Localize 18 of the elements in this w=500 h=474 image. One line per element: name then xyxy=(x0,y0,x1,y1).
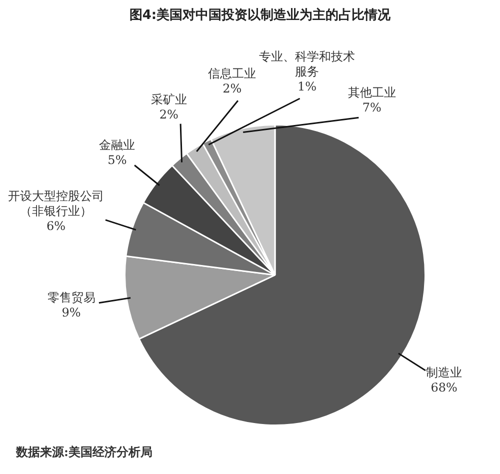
data-label: 68% xyxy=(430,380,458,394)
data-label: 2% xyxy=(222,82,242,96)
slice-label: 制造业 xyxy=(426,365,462,380)
slice-label: 其他工业 xyxy=(348,85,396,100)
slice-label: 采矿业 xyxy=(150,92,187,106)
slice-label: 信息工业 xyxy=(208,66,256,81)
slice-label: 金融业 xyxy=(99,138,136,152)
data-label: 1% xyxy=(298,79,317,94)
data-label: 6% xyxy=(46,218,66,233)
data-label: 9% xyxy=(62,305,81,320)
slice-label: 开设大型控股公司（非银行业） xyxy=(8,188,104,218)
data-label: 2% xyxy=(159,107,178,122)
slice-label: 零售贸易 xyxy=(47,290,96,304)
data-label: 7% xyxy=(362,100,382,114)
source-note: 数据来源:美国经济分析局 xyxy=(14,444,154,461)
chart-title: 图4:美国对中国投资以制造业为主的占比情况 xyxy=(128,6,392,25)
slice-label: 专业、科学和技术服务 xyxy=(259,49,356,78)
data-label: 5% xyxy=(108,153,127,168)
